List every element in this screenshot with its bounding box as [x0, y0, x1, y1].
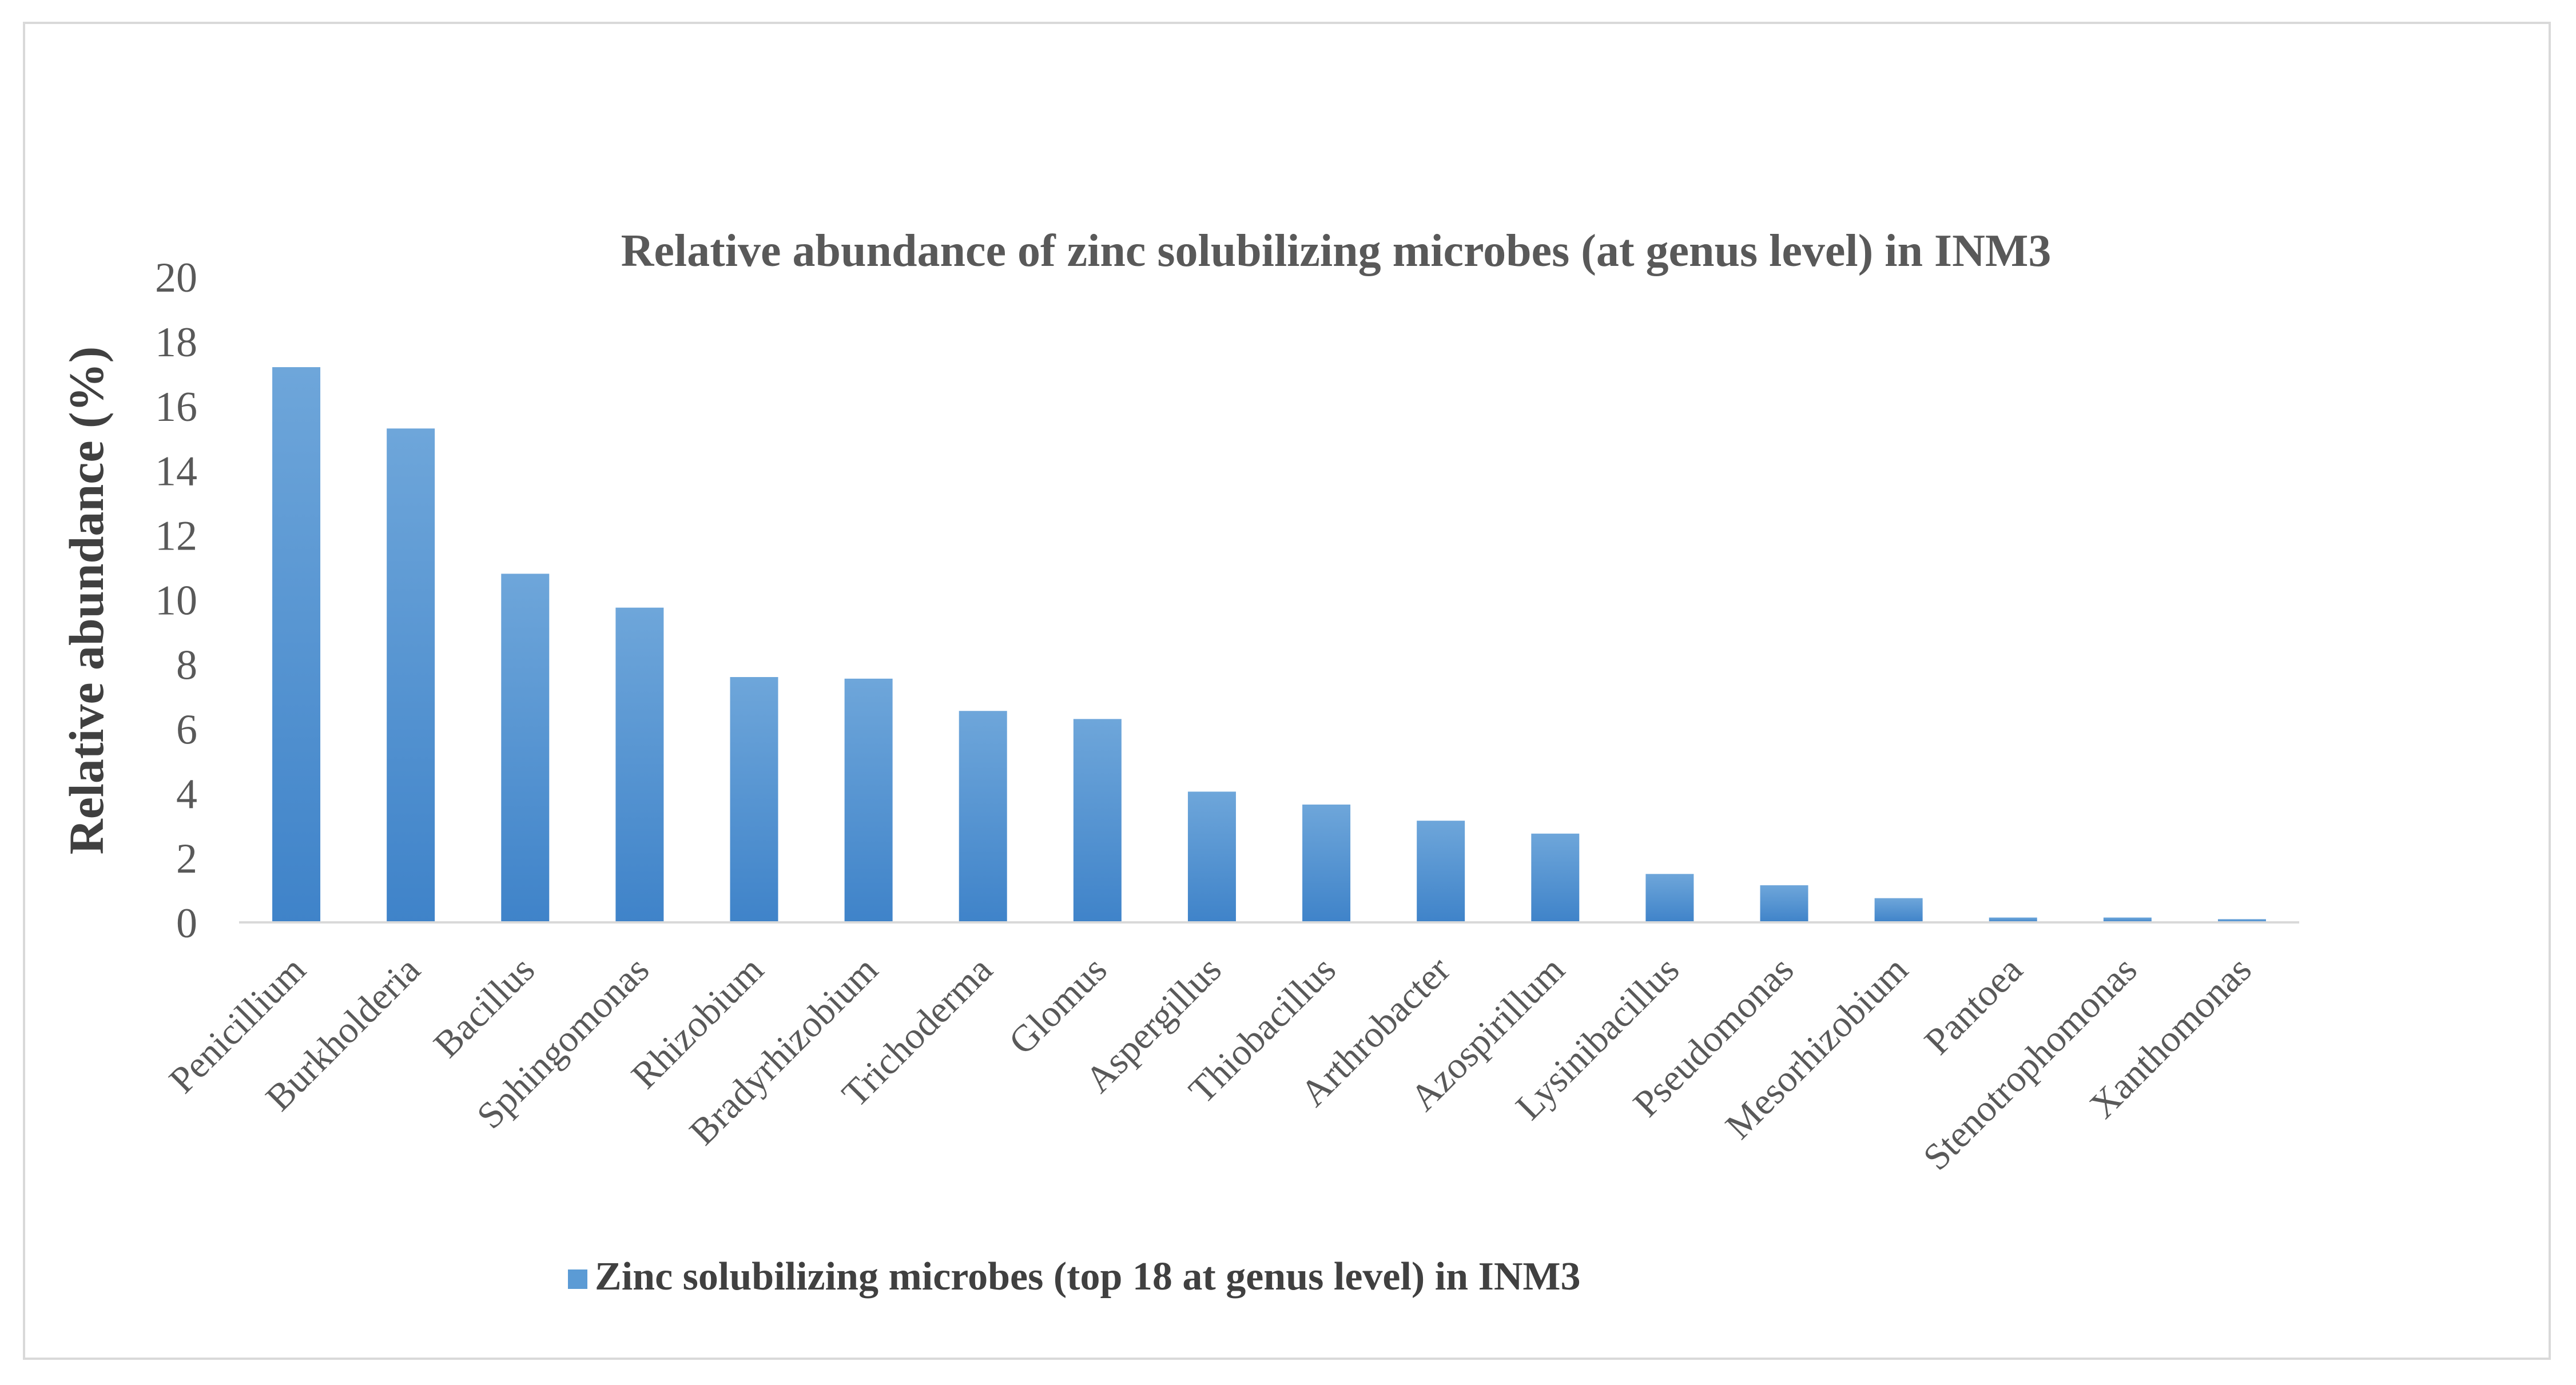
y-axis-label: Relative abundance (%): [59, 347, 114, 855]
y-tick-label: 16: [155, 384, 197, 431]
y-tick-label: 12: [155, 513, 197, 560]
legend: Zinc solubilizing microbes (top 18 at ge…: [568, 1255, 1580, 1299]
bar-bradyrhizobium: [844, 678, 893, 922]
bar-penicillium: [272, 367, 321, 922]
bar-pseudomonas: [1760, 885, 1808, 922]
y-tick-label: 2: [176, 835, 197, 882]
bar-burkholderia: [387, 428, 435, 922]
y-tick-label: 6: [176, 706, 197, 753]
y-tick-label: 10: [155, 578, 197, 624]
y-tick-label: 0: [176, 900, 197, 947]
bar-rhizobium: [730, 676, 778, 922]
chart-frame: [23, 22, 2551, 1360]
bar-trichoderma: [959, 711, 1007, 922]
bar-bacillus: [501, 574, 550, 922]
y-tick-label: 20: [155, 254, 197, 301]
legend-label: Zinc solubilizing microbes (top 18 at ge…: [595, 1255, 1580, 1299]
bar-thiobacillus: [1302, 804, 1351, 922]
y-axis-ticks: 0 2 4 6 8 10 12 14 16 18 20: [155, 254, 197, 947]
bar-stenotrophomonas: [2103, 917, 2152, 922]
bar-xanthomonas: [2217, 919, 2266, 922]
bar-lysinibacillus: [1645, 874, 1694, 922]
x-tick-label: Stenotrophomonas: [1915, 949, 2145, 1179]
y-tick-label: 18: [155, 319, 197, 366]
bar-sphingomonas: [615, 607, 664, 922]
bar-pantoea: [1989, 917, 2037, 922]
bar-glomus: [1073, 719, 1122, 922]
x-tick-label: Pantoea: [1917, 949, 2030, 1062]
bar-mesorhizobium: [1874, 898, 1923, 922]
x-axis-ticks: PenicilliumBurkholderiaBacillusSphingomo…: [161, 949, 2260, 1179]
y-tick-label: 4: [176, 771, 197, 818]
bar-azospirillum: [1531, 833, 1580, 922]
x-tick-label: Bacillus: [426, 949, 543, 1066]
bar-arthrobacter: [1417, 821, 1465, 922]
legend-swatch: [568, 1269, 587, 1289]
y-tick-label: 14: [155, 448, 197, 495]
bars: [272, 367, 2266, 922]
y-tick-label: 8: [176, 642, 197, 688]
chart-title: Relative abundance of zinc solubilizing …: [621, 226, 2052, 276]
x-tick-label: Glomus: [1001, 949, 1115, 1062]
bar-aspergillus: [1187, 791, 1236, 922]
